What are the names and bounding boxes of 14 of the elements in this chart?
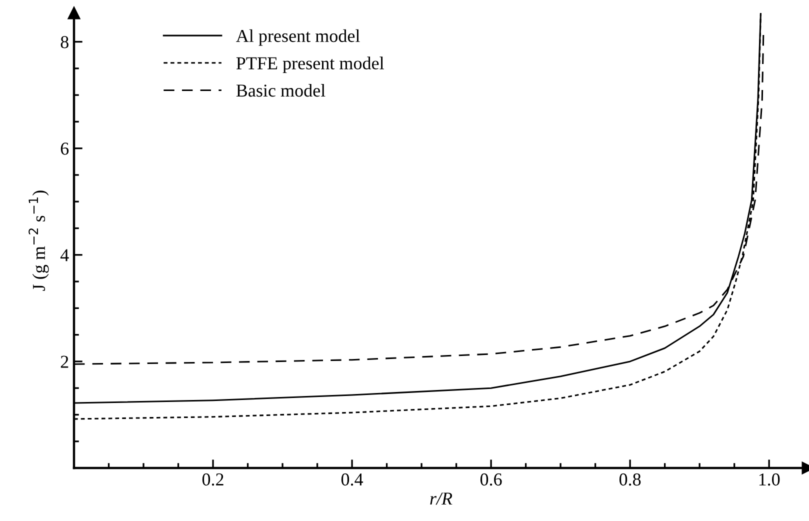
y-axis-title: J (g m$^{−2}$ s$^{−1}$): [28, 190, 49, 291]
x-tick-label: 0.4: [341, 473, 364, 486]
y-tick-label: 6: [60, 142, 69, 155]
legend-label: Basic model: [236, 84, 326, 97]
y-tick-label: 2: [60, 356, 68, 368]
x-axis-title: r/R: [430, 492, 452, 505]
y-tick-label: 8: [60, 36, 68, 48]
x-tick-label: 1.0: [759, 473, 780, 486]
legend-label: Al present model: [236, 29, 360, 46]
x-tick-label: 0.6: [480, 473, 502, 486]
y-tick-label: 4: [60, 249, 69, 262]
legend-label: PTFE present model: [236, 56, 384, 74]
x-tick-label: 0.8: [619, 473, 641, 486]
x-tick-label: 0.2: [202, 473, 224, 486]
